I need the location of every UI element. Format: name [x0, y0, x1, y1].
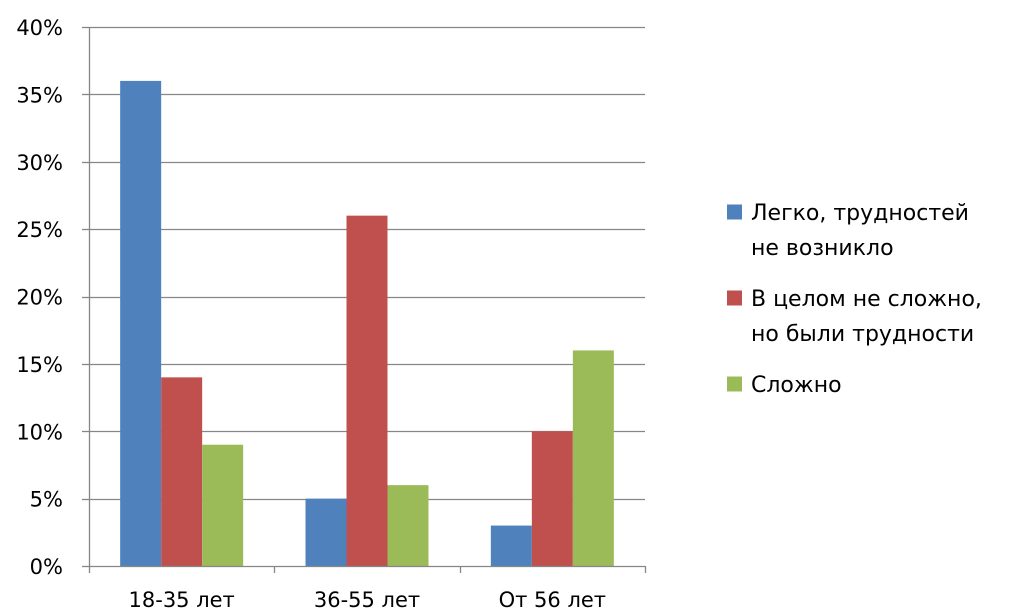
y-tick-label: 30%	[16, 151, 63, 175]
bar-1-2	[305, 498, 347, 566]
y-tick-label: 25%	[16, 218, 63, 242]
y-tick-label: 5%	[30, 488, 63, 512]
legend-swatch	[727, 204, 742, 220]
y-axis-tick-labels: 0% 5% 10% 15% 20% 25% 30% 35% 40%	[16, 16, 63, 579]
x-axis-tick-labels: 18-35 лет 36-55 лет От 56 лет	[129, 588, 607, 612]
bar-1-1	[120, 80, 162, 567]
y-tick-label: 0%	[30, 555, 63, 579]
axes	[82, 26, 647, 573]
bar-2-1	[161, 377, 203, 566]
y-tick-label: 10%	[16, 420, 63, 444]
legend-swatch	[727, 290, 742, 306]
bars	[120, 80, 614, 567]
legend-label: не возникло	[751, 236, 894, 261]
bar-3-2	[387, 485, 429, 566]
bar-3-3	[572, 350, 614, 566]
x-tick-label: 36-55 лет	[314, 588, 420, 612]
legend-label: Легко, трудностей	[751, 201, 969, 226]
y-tick-label: 15%	[16, 353, 63, 377]
y-tick-label: 20%	[16, 286, 63, 310]
bar-2-2	[346, 215, 388, 566]
legend-swatch	[727, 376, 742, 392]
y-tick-label: 35%	[16, 83, 63, 107]
legend: Легко, трудностей не возникло В целом не с…	[727, 201, 982, 398]
legend-label: Сложно	[751, 373, 842, 398]
legend-label: но были трудности	[751, 322, 974, 347]
bar-1-3	[490, 525, 532, 566]
bar-3-1	[202, 444, 244, 566]
legend-label: В целом не сложно,	[751, 287, 982, 312]
x-tick-label: От 56 лет	[499, 588, 606, 612]
bar-2-3	[531, 431, 573, 566]
y-tick-label: 40%	[16, 16, 63, 40]
x-tick-label: 18-35 лет	[129, 588, 235, 612]
